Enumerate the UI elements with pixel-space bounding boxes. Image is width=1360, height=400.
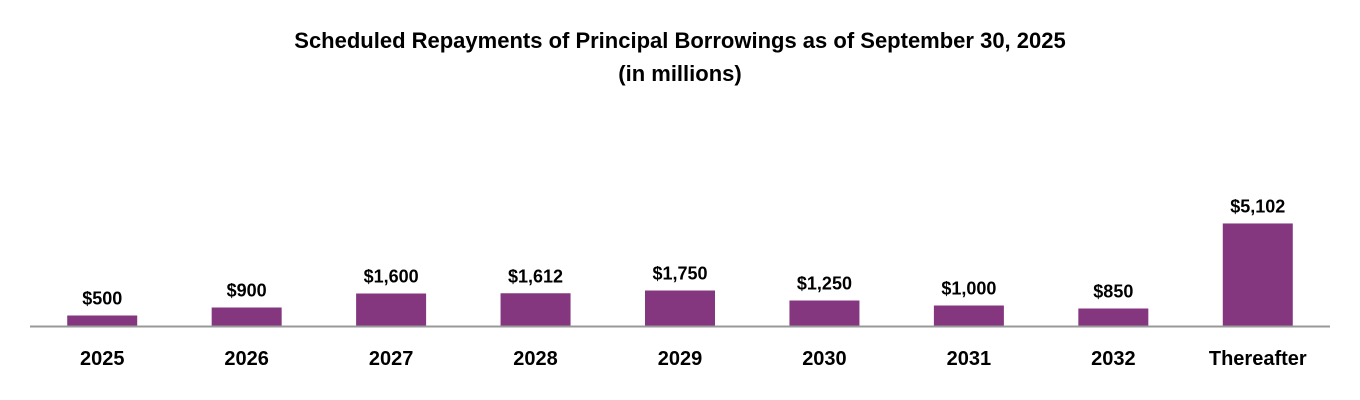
bar-2031 bbox=[933, 305, 1004, 326]
chart-title: Scheduled Repayments of Principal Borrow… bbox=[294, 28, 1066, 53]
x-tick-label-2030: 2030 bbox=[802, 348, 847, 370]
data-label-2030: $1,250 bbox=[797, 274, 852, 294]
x-tick-label-2032: 2032 bbox=[1091, 348, 1136, 370]
data-label-2026: $900 bbox=[227, 281, 267, 301]
data-label-2029: $1,750 bbox=[652, 264, 707, 284]
bar-2027 bbox=[356, 293, 427, 326]
data-label-thereafter: $5,102 bbox=[1230, 196, 1285, 216]
bar-2032 bbox=[1078, 308, 1149, 326]
chart-subtitle: (in millions) bbox=[618, 61, 742, 86]
bar-2029 bbox=[645, 290, 715, 326]
x-tick-label-2029: 2029 bbox=[658, 348, 703, 370]
data-label-2027: $1,600 bbox=[364, 267, 419, 287]
data-label-2028: $1,612 bbox=[508, 266, 563, 286]
x-tick-label-2027: 2027 bbox=[369, 348, 414, 370]
bar-2026 bbox=[211, 307, 282, 326]
data-label-2025: $500 bbox=[82, 289, 122, 309]
x-tick-label-2026: 2026 bbox=[224, 348, 269, 370]
x-tick-label-thereafter: Thereafter bbox=[1209, 348, 1307, 370]
bar-2028 bbox=[500, 293, 571, 326]
bar-2025 bbox=[67, 315, 138, 326]
data-label-2032: $850 bbox=[1093, 282, 1133, 302]
x-tick-label-2028: 2028 bbox=[513, 348, 558, 370]
bar-thereafter bbox=[1222, 223, 1293, 326]
bar-2030 bbox=[789, 300, 860, 326]
x-tick-label-2031: 2031 bbox=[947, 348, 992, 370]
data-label-2031: $1,000 bbox=[941, 279, 996, 299]
x-tick-label-2025: 2025 bbox=[80, 348, 125, 370]
